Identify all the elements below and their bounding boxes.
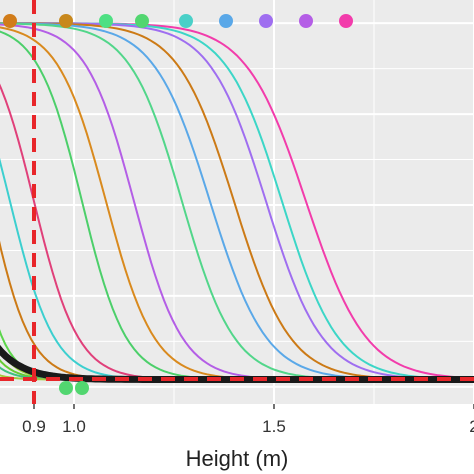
x-axis-title: Height (m) bbox=[186, 446, 289, 471]
series-curve-2 bbox=[0, 22, 474, 381]
data-points bbox=[3, 14, 353, 395]
top-point-10 bbox=[339, 14, 353, 28]
top-point-2 bbox=[3, 14, 17, 28]
bottom-point-2 bbox=[75, 381, 89, 395]
bottom-point-1 bbox=[59, 381, 73, 395]
x-tick-label: 2 bbox=[469, 417, 474, 436]
top-point-3 bbox=[59, 14, 73, 28]
top-point-6 bbox=[179, 14, 193, 28]
top-point-5 bbox=[135, 14, 149, 28]
top-point-4 bbox=[99, 14, 113, 28]
top-point-7 bbox=[219, 14, 233, 28]
x-axis-ticks: 0.9 1.0 1.5 2 bbox=[22, 404, 474, 436]
series-curve-0 bbox=[0, 22, 474, 380]
x-tick-label: 0.9 bbox=[22, 417, 46, 436]
x-tick-label: 1.0 bbox=[62, 417, 86, 436]
plot-panel bbox=[0, 0, 474, 404]
top-point-8 bbox=[259, 14, 273, 28]
top-point-9 bbox=[299, 14, 313, 28]
series-curve-1 bbox=[0, 22, 474, 381]
x-tick-label: 1.5 bbox=[262, 417, 286, 436]
